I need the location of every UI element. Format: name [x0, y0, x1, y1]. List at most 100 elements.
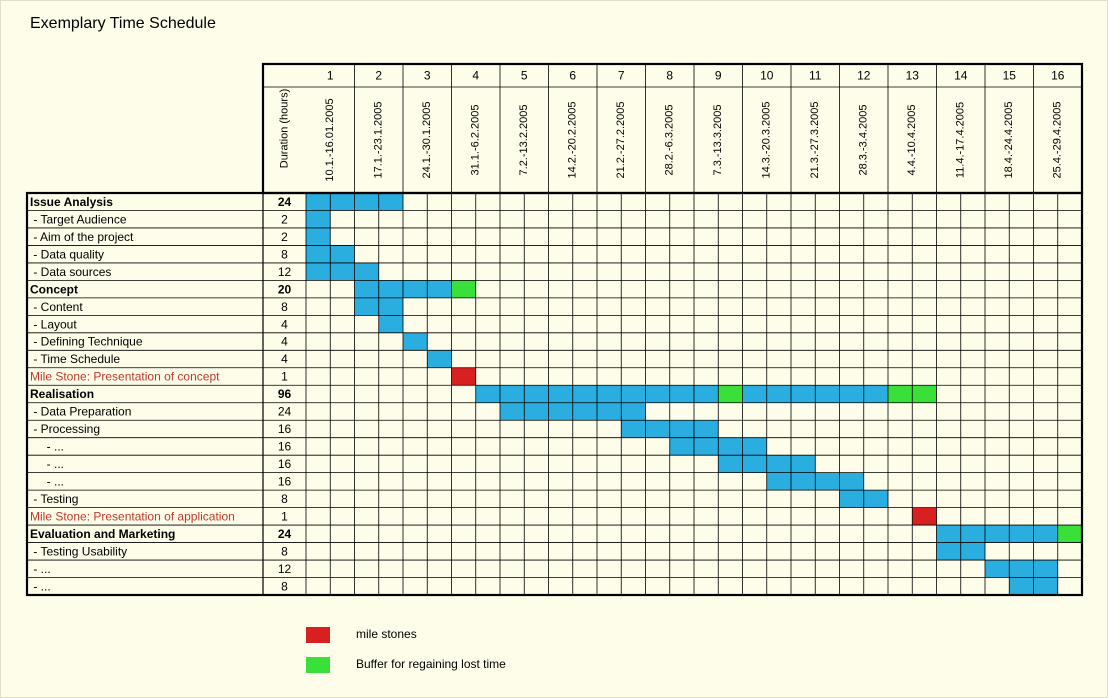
- week-dates: 21.3.-27.3.2005: [809, 101, 821, 178]
- legend-swatch: [306, 627, 330, 643]
- row-label: - ...: [30, 579, 51, 593]
- row-label: - Processing: [30, 422, 100, 436]
- schedule-block: [936, 525, 1058, 543]
- schedule-block: [306, 227, 331, 246]
- schedule-block: [985, 560, 1058, 578]
- row-duration: 24: [278, 405, 292, 419]
- schedule-block: [451, 367, 476, 386]
- row-duration: 12: [278, 562, 292, 576]
- week-number: 9: [715, 69, 722, 83]
- week-number: 1: [327, 69, 334, 83]
- week-dates: 18.4.-24.4.2005: [1003, 101, 1015, 178]
- row-duration: 24: [278, 195, 292, 209]
- week-dates: 24.1.-30.1.2005: [421, 101, 433, 178]
- row-label: - ...: [30, 440, 64, 454]
- row-label: Mile Stone: Presentation of concept: [30, 370, 220, 384]
- week-number: 10: [760, 69, 774, 83]
- week-number: 4: [472, 69, 479, 83]
- week-number: 8: [666, 69, 673, 83]
- schedule-block: [306, 262, 379, 281]
- week-dates: 11.4.-17.4.2005: [955, 102, 967, 178]
- row-duration: 16: [278, 475, 292, 489]
- legend-label: mile stones: [356, 627, 417, 641]
- schedule-block: [403, 332, 428, 351]
- row-duration: 16: [278, 440, 292, 454]
- schedule-block: [718, 385, 743, 403]
- row-label: - Aim of the project: [30, 230, 134, 244]
- week-dates: 28.3.-3.4.2005: [858, 105, 870, 176]
- row-duration: 20: [278, 282, 292, 296]
- week-dates: 7.2.-13.2.2005: [518, 105, 530, 176]
- schedule-block: [912, 507, 937, 526]
- row-label: - Data Preparation: [30, 405, 131, 419]
- row-duration: 8: [281, 247, 288, 261]
- row-label: Issue Analysis: [30, 195, 113, 209]
- header-border: [261, 62, 1084, 195]
- week-dates: 7.3.-13.3.2005: [712, 105, 724, 176]
- week-number: 6: [569, 69, 576, 83]
- week-number: 12: [857, 69, 871, 83]
- row-label: - ...: [30, 475, 64, 489]
- row-label: - Layout: [30, 317, 77, 331]
- row-label: Evaluation and Marketing: [30, 527, 175, 541]
- week-number: 16: [1051, 69, 1065, 83]
- row-duration: 4: [281, 352, 288, 366]
- week-number: 2: [375, 69, 382, 83]
- page-title: Exemplary Time Schedule: [30, 15, 216, 32]
- schedule-block: [306, 210, 331, 228]
- week-number: 3: [424, 69, 431, 83]
- row-duration: 4: [281, 317, 288, 331]
- week-dates: 31.1.-6.2.2005: [470, 105, 482, 176]
- week-number: 13: [906, 69, 920, 83]
- row-label: - Testing Usability: [30, 544, 127, 558]
- row-duration: 24: [278, 527, 292, 541]
- row-duration: 8: [281, 579, 288, 593]
- row-label: Mile Stone: Presentation of application: [30, 510, 235, 524]
- schedule-block: [427, 350, 452, 368]
- row-label: - ...: [30, 457, 64, 471]
- week-dates: 25.4.-29.4.2005: [1052, 101, 1064, 178]
- row-duration: 8: [281, 300, 288, 314]
- row-label: - Data sources: [30, 265, 111, 279]
- schedule-block: [1057, 525, 1082, 543]
- legend-label: Buffer for regaining lost time: [356, 657, 506, 671]
- week-dates: 10.1.-16.01.2005: [324, 98, 336, 181]
- row-duration: 1: [281, 370, 288, 384]
- row-duration: 4: [281, 335, 288, 349]
- row-label: Concept: [30, 282, 78, 296]
- row-duration: 12: [278, 265, 292, 279]
- week-dates: 14.2.-20.2.2005: [567, 101, 579, 178]
- row-duration: 16: [278, 422, 292, 436]
- row-label: - Target Audience: [30, 212, 127, 226]
- row-label: - Defining Technique: [30, 335, 143, 349]
- week-number: 7: [618, 69, 625, 83]
- schedule-block: [378, 315, 403, 333]
- week-dates: 14.3.-20.3.2005: [761, 101, 773, 178]
- row-duration: 8: [281, 544, 288, 558]
- row-label: - Content: [30, 300, 83, 314]
- row-label: - Data quality: [30, 247, 104, 261]
- row-duration: 1: [281, 510, 288, 524]
- week-number: 11: [809, 69, 822, 83]
- week-number: 15: [1003, 69, 1017, 83]
- row-duration: 96: [278, 387, 292, 401]
- row-duration: 16: [278, 457, 292, 471]
- row-label: - ...: [30, 562, 51, 576]
- week-dates: 21.2.-27.2.2005: [615, 101, 627, 178]
- duration-header: Duration (hours): [278, 89, 290, 168]
- row-duration: 8: [281, 492, 288, 506]
- row-label: Realisation: [30, 387, 94, 401]
- row-duration: 2: [281, 230, 288, 244]
- week-dates: 4.4.-10.4.2005: [906, 105, 918, 176]
- week-dates: 28.2.-6.3.2005: [664, 105, 676, 176]
- row-duration: 2: [281, 212, 288, 226]
- row-label: - Testing: [30, 492, 78, 506]
- schedule-block: [451, 280, 476, 298]
- week-dates: 17.1.-23.1.2005: [373, 101, 385, 178]
- legend-swatch: [306, 657, 330, 673]
- row-label: - Time Schedule: [30, 352, 120, 366]
- week-number: 5: [521, 69, 528, 83]
- week-number: 14: [954, 69, 968, 83]
